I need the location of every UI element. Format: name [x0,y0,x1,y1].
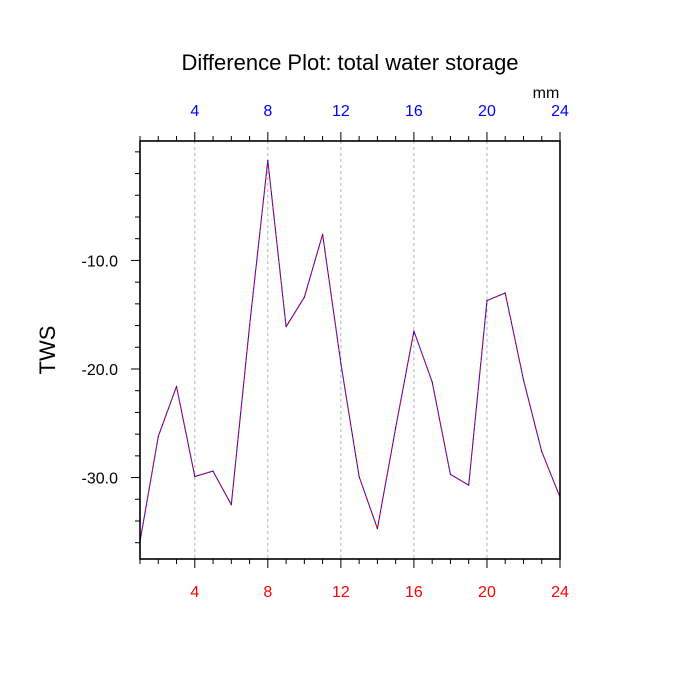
x-tick-label-top-16: 16 [405,103,423,120]
x-tick-label-bottom-16: 16 [405,584,423,601]
data-point-4 [194,475,196,478]
data-point-14 [376,528,378,530]
data-point-7 [248,324,251,327]
data-point-15 [395,427,397,429]
data-point-8 [267,159,269,162]
data-point-12 [340,362,342,365]
x-tick-label-top-20: 20 [478,103,496,120]
x-tick-label-top-8: 8 [263,103,272,120]
data-point-19 [468,484,470,486]
x-tick-labels-bottom: 4 8 12 16 20 24 [190,584,569,601]
y-tick-label--30: -30.0 [82,471,119,488]
data-point-13 [358,475,360,478]
data-point-9 [285,326,287,328]
plot-frame [139,140,561,560]
data-point-18 [449,473,452,475]
data-point-11 [322,233,324,235]
chart-title: Difference Plot: total water storage [181,50,518,75]
series-line [139,159,561,543]
x-tick-label-bottom-20: 20 [478,584,496,601]
data-point-17 [431,381,433,383]
x-tick-labels-top: 4 8 12 16 20 24 [190,103,569,120]
x-tick-label-top-12: 12 [332,103,350,120]
y-axis-label: TWS [35,326,60,375]
x-tick-label-bottom-8: 8 [263,584,272,601]
units-label: mm [533,85,560,102]
x-tick-label-top-24: 24 [551,103,569,120]
data-point-2 [157,435,159,437]
data-point-3 [175,385,178,387]
data-point-21 [504,292,506,294]
x-tick-label-bottom-12: 12 [332,584,350,601]
series-line-base [139,160,561,542]
data-point-6 [230,504,232,506]
y-tick-label--10: -10.0 [82,253,119,270]
x-tick-label-bottom-24: 24 [551,584,569,601]
x-tick-label-bottom-4: 4 [190,584,199,601]
y-tick-labels: -10.0 -20.0 -30.0 [82,253,119,487]
axis-ticks [131,132,561,568]
data-point-22 [522,379,525,381]
series-line-dash [139,160,561,542]
data-point-10 [303,296,305,298]
data-point-5 [212,470,214,472]
data-point-20 [486,300,488,302]
grid-lines [194,141,488,559]
y-tick-label--20: -20.0 [82,362,119,379]
data-point-16 [413,330,415,332]
x-tick-label-top-4: 4 [190,103,199,120]
data-point-23 [541,450,543,453]
